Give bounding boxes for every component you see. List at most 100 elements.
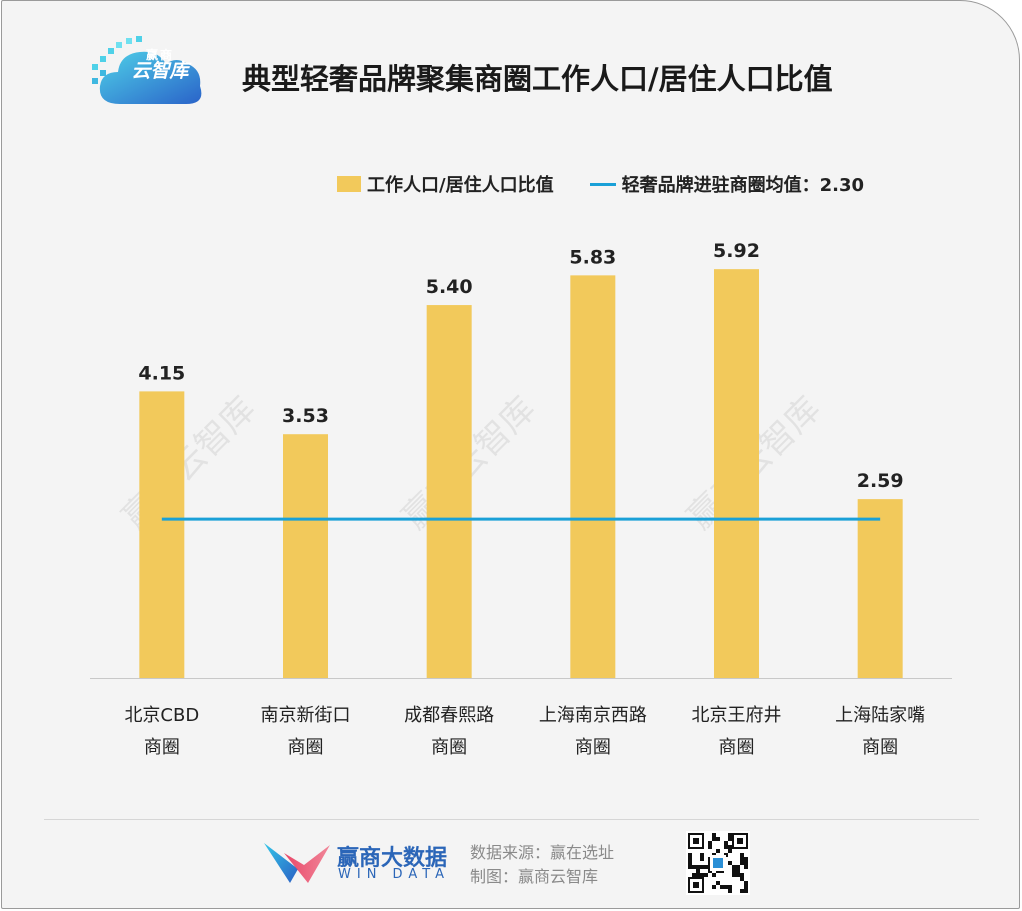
brand-en: WIN DATA bbox=[338, 867, 451, 882]
qr-module bbox=[740, 889, 744, 893]
qr-module bbox=[724, 885, 728, 889]
qr-module bbox=[696, 873, 700, 877]
qr-module bbox=[728, 837, 732, 841]
qr-module bbox=[704, 865, 708, 869]
qr-module bbox=[688, 857, 692, 861]
data-label: 4.15 bbox=[138, 362, 185, 384]
bar bbox=[139, 391, 185, 678]
qr-module bbox=[704, 873, 708, 877]
data-label: 5.83 bbox=[569, 246, 616, 268]
qr-module bbox=[688, 865, 692, 869]
qr-module bbox=[724, 841, 728, 845]
qr-module bbox=[700, 873, 704, 877]
x-tick-label: 商圈 bbox=[431, 737, 467, 758]
qr-module bbox=[692, 873, 696, 877]
legend-bar-swatch bbox=[337, 176, 361, 192]
qr-module bbox=[708, 841, 712, 845]
data-label: 2.59 bbox=[857, 470, 904, 492]
x-tick-label: 南京新街口 bbox=[261, 705, 351, 726]
windata-logo-icon bbox=[264, 843, 330, 883]
qr-module bbox=[728, 849, 732, 853]
data-label: 5.40 bbox=[426, 276, 473, 298]
qr-module bbox=[712, 837, 716, 841]
legend-line-label: 轻奢品牌进驻商圈均值：2.30 bbox=[621, 175, 864, 196]
watermark-text: 赢商云智库 bbox=[115, 389, 263, 537]
bar bbox=[714, 269, 759, 678]
qr-module bbox=[744, 857, 748, 861]
logo-line1: 赢商 bbox=[145, 48, 174, 62]
x-tick-label: 商圈 bbox=[144, 737, 180, 758]
chart-title: 典型轻奢品牌聚集商圈工作人口/居住人口比值 bbox=[242, 62, 833, 96]
qr-module bbox=[693, 882, 699, 888]
qr-module bbox=[716, 881, 720, 885]
qr-module bbox=[732, 873, 736, 877]
x-tick-label: 商圈 bbox=[288, 737, 324, 758]
qr-module bbox=[713, 858, 723, 868]
qr-module bbox=[696, 869, 700, 873]
footer-divider bbox=[44, 819, 979, 820]
qr-module bbox=[740, 873, 744, 877]
brand-cn: 赢商大数据 bbox=[337, 846, 448, 871]
x-tick-label: 北京CBD bbox=[124, 705, 199, 726]
bar-chart: 赢商云智库赢商云智库赢商云智库4.15北京CBD商圈3.53南京新街口商圈5.4… bbox=[90, 240, 952, 758]
x-tick-label: 北京王府井 bbox=[692, 705, 782, 726]
legend: 工作人口/居住人口比值 轻奢品牌进驻商圈均值：2.30 bbox=[337, 171, 864, 197]
qr-module bbox=[712, 885, 716, 889]
qr-code-icon bbox=[686, 831, 750, 895]
qr-module bbox=[740, 853, 744, 857]
qr-module bbox=[728, 889, 732, 893]
logo-text: 赢商 云智库 bbox=[120, 49, 200, 82]
qr-module bbox=[693, 838, 699, 844]
cloud-logo-icon bbox=[92, 36, 202, 104]
bar bbox=[426, 305, 472, 678]
bar bbox=[570, 275, 616, 678]
qr-module bbox=[736, 865, 740, 869]
qr-module bbox=[728, 833, 732, 837]
qr-module bbox=[732, 865, 736, 869]
data-label: 5.92 bbox=[713, 240, 760, 262]
x-tick-label: 上海南京西路 bbox=[539, 705, 647, 726]
qr-module bbox=[737, 838, 743, 844]
logo-line2: 云智库 bbox=[131, 59, 189, 82]
qr-module bbox=[720, 885, 724, 889]
bar bbox=[283, 434, 328, 678]
qr-module bbox=[744, 865, 748, 869]
qr-module bbox=[688, 861, 692, 865]
qr-module bbox=[700, 857, 704, 861]
qr-module bbox=[736, 873, 740, 877]
data-label: 3.53 bbox=[282, 405, 329, 427]
qr-module bbox=[744, 881, 748, 885]
qr-module bbox=[708, 845, 712, 849]
x-tick-label: 商圈 bbox=[719, 737, 755, 758]
qr-module bbox=[728, 861, 732, 865]
qr-module bbox=[712, 873, 716, 877]
qr-module bbox=[712, 833, 716, 837]
x-tick-label: 成都春熙路 bbox=[404, 705, 494, 726]
qr-module bbox=[740, 877, 744, 881]
source-block: 数据来源：赢在选址 制图：赢商云智库 bbox=[470, 841, 614, 889]
qr-module bbox=[692, 865, 696, 869]
qr-module bbox=[744, 885, 748, 889]
x-tick-label: 商圈 bbox=[862, 737, 898, 758]
qr-module bbox=[728, 885, 732, 889]
legend-line-swatch bbox=[589, 182, 616, 186]
x-tick-label: 商圈 bbox=[575, 737, 611, 758]
qr-module bbox=[716, 837, 720, 841]
qr-module bbox=[744, 861, 748, 865]
x-tick-label: 上海陆家嘴 bbox=[835, 705, 925, 726]
qr-module bbox=[700, 853, 704, 857]
qr-module bbox=[716, 849, 720, 853]
qr-module bbox=[740, 857, 744, 861]
bar bbox=[857, 499, 903, 678]
qr-module bbox=[688, 853, 692, 857]
made-by-text: 制图：赢商云智库 bbox=[470, 867, 599, 886]
legend-bar-label: 工作人口/居住人口比值 bbox=[367, 175, 554, 196]
qr-module bbox=[744, 889, 748, 893]
qr-module bbox=[700, 865, 704, 869]
qr-module bbox=[696, 865, 700, 869]
qr-module bbox=[728, 845, 732, 849]
qr-module bbox=[740, 861, 744, 865]
qr-module bbox=[724, 845, 728, 849]
qr-module bbox=[732, 869, 736, 873]
